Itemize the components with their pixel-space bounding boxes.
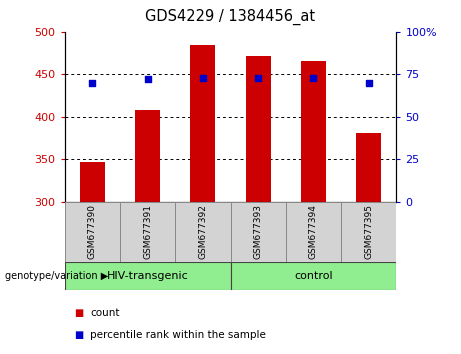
- FancyBboxPatch shape: [230, 262, 396, 290]
- Point: [89, 80, 96, 86]
- Bar: [190, 45, 215, 202]
- FancyBboxPatch shape: [65, 202, 120, 262]
- Text: percentile rank within the sample: percentile rank within the sample: [90, 330, 266, 339]
- Point: [254, 75, 262, 81]
- FancyBboxPatch shape: [341, 202, 396, 262]
- FancyBboxPatch shape: [65, 262, 230, 290]
- Text: GDS4229 / 1384456_at: GDS4229 / 1384456_at: [145, 9, 316, 25]
- Point: [365, 80, 372, 86]
- Text: ■: ■: [74, 308, 83, 318]
- Text: GSM677391: GSM677391: [143, 204, 152, 259]
- Bar: [80, 162, 105, 202]
- Text: HIV-transgenic: HIV-transgenic: [106, 271, 189, 281]
- Bar: [301, 61, 326, 202]
- FancyBboxPatch shape: [175, 202, 230, 262]
- FancyBboxPatch shape: [230, 202, 286, 262]
- Bar: [246, 57, 271, 202]
- FancyBboxPatch shape: [286, 202, 341, 262]
- Bar: [135, 110, 160, 202]
- Text: ■: ■: [74, 330, 83, 339]
- Bar: [356, 133, 381, 202]
- Text: GSM677394: GSM677394: [309, 204, 318, 259]
- Text: GSM677390: GSM677390: [88, 204, 97, 259]
- Point: [199, 75, 207, 81]
- FancyBboxPatch shape: [120, 202, 175, 262]
- Text: count: count: [90, 308, 119, 318]
- Point: [310, 75, 317, 81]
- Text: GSM677393: GSM677393: [254, 204, 263, 259]
- Text: genotype/variation ▶: genotype/variation ▶: [5, 271, 108, 281]
- Point: [144, 76, 151, 82]
- Text: GSM677392: GSM677392: [198, 204, 207, 259]
- Text: control: control: [294, 271, 333, 281]
- Text: GSM677395: GSM677395: [364, 204, 373, 259]
